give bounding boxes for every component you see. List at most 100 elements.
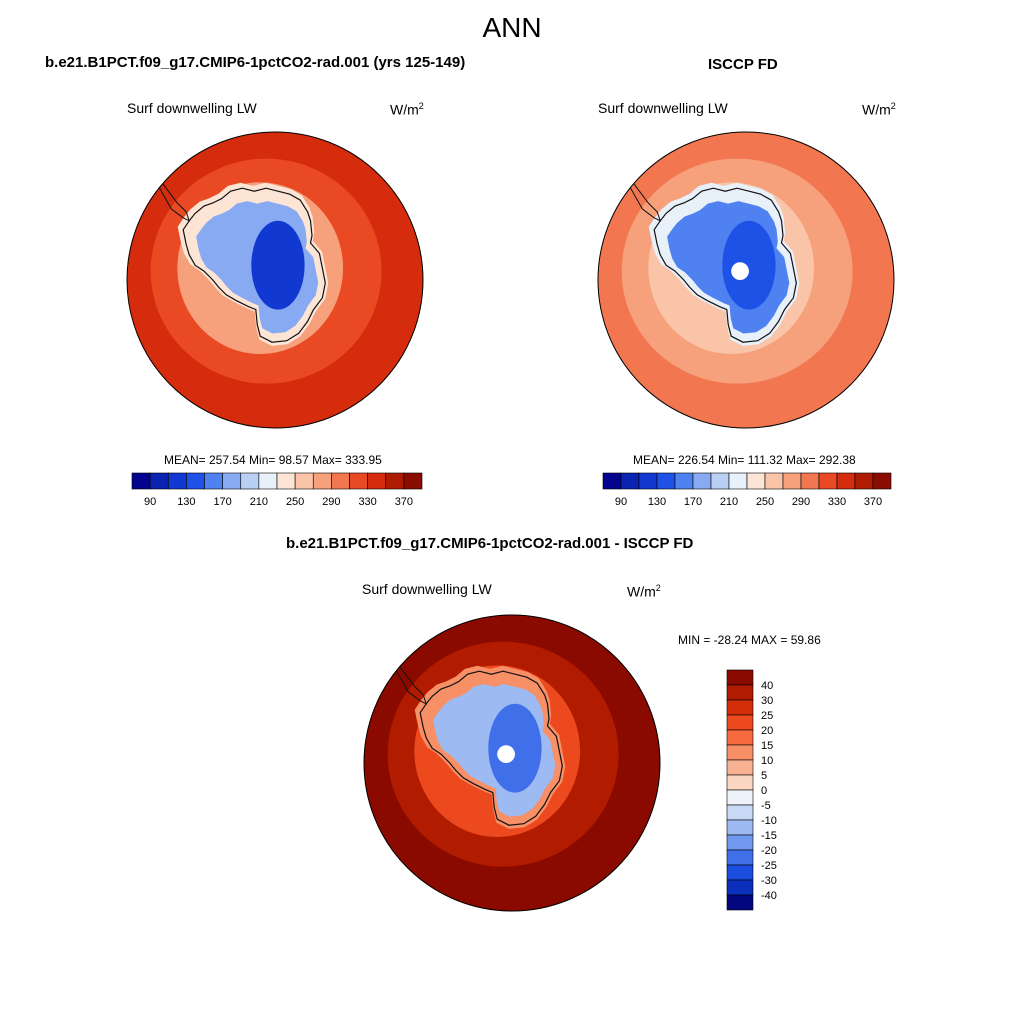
panel1-map [126,131,424,429]
panel2-colorbar-box [854,472,874,490]
panel3-title: b.e21.B1PCT.f09_g17.CMIP6-1pctCO2-rad.00… [286,535,694,552]
panel2-colorbar-tick: 130 [648,496,666,508]
panel1-colorbar-tick: 90 [144,496,156,508]
panel3-colorbar-box [726,849,754,866]
panel1-colorbar-tick: 170 [213,496,231,508]
panel2-colorbar-box [818,472,838,490]
panel2-plateau [722,220,776,310]
panel3-units: W/m2 [627,583,661,600]
panel2-stats: MEAN= 226.54 Min= 111.32 Max= 292.38 [633,453,856,467]
panel1-colorbar-box [167,472,187,490]
panel3-colorbar-box [726,744,754,761]
panel3-colorbar-box [726,729,754,746]
panel3-variable: Surf downwelling LW [362,581,492,597]
panel3-map [363,614,661,912]
panel2-map-border [597,131,895,429]
panel1-colorbar-box [186,472,205,490]
panel3-map-border [363,614,661,912]
panel1-colorbar-tick: 370 [395,496,413,508]
panel3-colorbar-box [726,864,754,881]
panel3-colorbar-tick: 10 [761,755,773,767]
panel3-coastline [419,670,563,826]
panel3-colorbar-tick: 0 [761,785,767,797]
panel1-stats: MEAN= 257.54 Min= 98.57 Max= 333.95 [164,453,382,467]
panel1-colorbar-tick: 330 [358,496,376,508]
panel1-colorbar-box [131,472,151,490]
panel2-colorbar-box [602,472,622,490]
panel1-colorbar-tick: 290 [322,496,340,508]
panel2-colorbar-box [800,472,820,490]
panel1-colorbar-box [331,472,350,490]
panel1-colorbar-box [222,472,242,490]
panel3-colorbar-box [726,804,754,821]
panel1-colorbar-box [367,472,387,490]
panel2-map [597,131,895,429]
panel1-colorbar-box [385,472,405,490]
panel1-colorbar-tick: 210 [250,496,268,508]
panel1-colorbar-box [294,472,314,490]
panel1-colorbar-tick: 130 [177,496,195,508]
panel3-colorbar-box [726,789,754,806]
panel1-colorbar-box [403,472,423,490]
panel1-coastline [182,187,326,343]
panel1-colorbar-box [258,472,278,490]
panel3-colorbar-tick: -20 [761,845,777,857]
panel3-pole-missing [497,745,515,763]
panel3-plateau [488,703,542,793]
panel2-colorbar-box [656,472,676,490]
panel3-colorbar-box [726,819,754,836]
panel3-colorbar-box [726,669,754,686]
panel3-colorbar-tick: 15 [761,740,773,752]
panel2-colorbar-tick: 250 [756,496,774,508]
panel1-colorbar-box [149,472,169,490]
panel3-colorbar-tick: -15 [761,830,777,842]
panel2-colorbar: 90 130 170 210 250 290 330 370 [602,472,892,508]
panel3-colorbar-tick: 20 [761,725,773,737]
panel2-colorbar-box [836,472,856,490]
panel2-colorbar-box [674,472,694,490]
figure-title: ANN [482,12,542,43]
panel3-colorbar-tick: -5 [761,800,771,812]
panel1-colorbar: 90 130 170 210 250 290 330 370 [131,472,423,508]
panel3-colorbar-tick: 30 [761,695,773,707]
panel1-title: b.e21.B1PCT.f09_g17.CMIP6-1pctCO2-rad.00… [45,54,466,71]
panel3-colorbar-box [726,774,754,791]
panel3-colorbar-box [726,834,754,851]
panel2-colorbar-tick: 90 [615,496,627,508]
panel2-pole-missing [731,262,749,280]
panel3-stats: MIN = -28.24 MAX = 59.86 [678,633,821,647]
panel3-colorbar-tick: 5 [761,770,767,782]
panel3-colorbar-box [726,759,754,776]
panel2-colorbar-box [764,472,784,490]
panel3-colorbar-tick: 25 [761,710,773,722]
panel2-colorbar-tick: 210 [720,496,738,508]
panel2-colorbar-tick: 170 [684,496,702,508]
panel3-colorbar-box [726,894,754,911]
panel1-map-border [126,131,424,429]
panel2-colorbar-box [638,472,658,490]
panel1-plateau [251,220,305,310]
panel1-units: W/m2 [390,101,424,118]
panel1-colorbar-tick: 250 [286,496,304,508]
panel3-colorbar-tick: -25 [761,860,777,872]
panel3-colorbar-tick: 40 [761,680,773,692]
panel1-colorbar-box [349,472,368,490]
panel3-colorbar-box [726,699,754,716]
panel1-colorbar-box [312,472,332,490]
panel2-colorbar-box [746,472,766,490]
panel2-title: ISCCP FD [708,56,778,73]
panel3-colorbar-tick: -30 [761,875,777,887]
panel2-colorbar-box [872,472,892,490]
panel2-colorbar-tick: 370 [864,496,882,508]
panel1-variable: Surf downwelling LW [127,100,257,116]
panel3-colorbar-box [726,879,754,896]
panel2-units: W/m2 [862,101,896,118]
panel1-colorbar-box [204,472,223,490]
panel1-colorbar-box [240,472,260,490]
panel3-colorbar-tick: -10 [761,815,777,827]
panel2-colorbar-box [710,472,730,490]
panel3-colorbar-tick: -40 [761,890,777,902]
panel2-colorbar-box [692,472,712,490]
panel1-colorbar-box [276,472,296,490]
